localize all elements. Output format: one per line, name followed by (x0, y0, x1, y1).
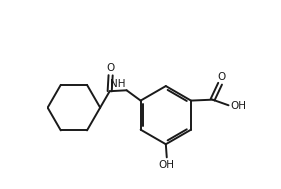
Text: OH: OH (159, 160, 175, 170)
Text: OH: OH (230, 101, 246, 111)
Text: O: O (106, 63, 115, 73)
Text: O: O (217, 72, 225, 82)
Text: NH: NH (110, 79, 126, 89)
